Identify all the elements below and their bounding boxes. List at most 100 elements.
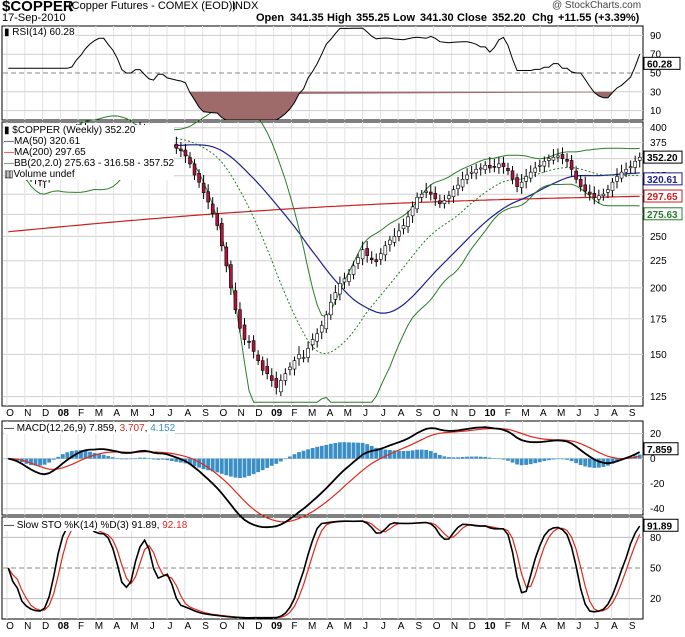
- x-axis-label: S: [202, 621, 209, 632]
- macd-histogram-bar: [460, 457, 465, 459]
- macd-tag-label: 7.859: [647, 445, 672, 456]
- rsi-oversold-fill: [189, 91, 613, 120]
- x-axis-label: 10: [484, 408, 496, 419]
- macd-histogram-bar: [337, 442, 342, 459]
- macd-histogram-bar: [510, 458, 515, 463]
- candle-body: [565, 159, 569, 162]
- macd-histogram-bar: [115, 458, 120, 459]
- x-axis-label: 09: [271, 408, 283, 419]
- macd-histogram-bar: [356, 442, 360, 459]
- x-axis-label: 10: [484, 621, 496, 632]
- x-axis-label: 09: [271, 621, 283, 632]
- candle-body: [424, 190, 428, 193]
- rsi-line: [8, 27, 641, 121]
- sto-d-line: [7, 520, 641, 619]
- macd-panel-frame: [1, 420, 644, 516]
- candle-body: [415, 197, 419, 210]
- macd-histogram-bar: [483, 456, 488, 459]
- macd-histogram-bar: [147, 458, 152, 459]
- candle-body: [488, 164, 492, 169]
- macd-histogram-bar: [174, 458, 179, 462]
- macd-histogram-bar: [506, 458, 510, 461]
- x-axis-label: A: [611, 621, 618, 632]
- macd-histogram-bar: [519, 458, 524, 466]
- exchange-label: INDX: [232, 0, 259, 12]
- macd-histogram-bar: [169, 458, 174, 462]
- price-tag-label: 275.63: [647, 210, 678, 221]
- candle-body: [610, 181, 615, 191]
- candle-body: [338, 283, 342, 295]
- high-value: 355.25: [356, 12, 390, 24]
- macd-histogram-bar: [92, 453, 97, 459]
- candle-body: [442, 200, 447, 204]
- candle-body: [179, 148, 183, 152]
- macd-signal-line: [8, 427, 640, 523]
- candle-body: [551, 156, 556, 161]
- x-axis-label: S: [629, 621, 636, 632]
- x-axis-label: O: [433, 408, 441, 419]
- macd-value: 7.859: [89, 423, 115, 434]
- candle-body: [601, 193, 606, 197]
- candle-body: [510, 170, 515, 180]
- low-value: 341.30: [420, 12, 454, 24]
- candle-body: [628, 166, 633, 169]
- macd-histogram-bar: [88, 451, 92, 459]
- macd-label: — MACD(12,26,9) 7.859, 3.707, 4.152: [4, 423, 176, 434]
- close-value: 352.20: [492, 12, 526, 24]
- rsi-panel-frame: [1, 25, 644, 121]
- symbol-description: (Copper Futures - COMEX (EOD)): [68, 0, 237, 12]
- x-axis-label: J: [594, 408, 599, 419]
- bb-upper-line: [7, 102, 640, 318]
- candle-body: [519, 181, 524, 188]
- legend-line-icon: —: [4, 158, 14, 169]
- macd-tick-label: 0: [650, 454, 656, 465]
- close-label: Close: [457, 12, 487, 24]
- candle-body: [388, 239, 392, 245]
- rsi-icon: ▮: [4, 27, 10, 38]
- candle-body: [528, 171, 533, 179]
- macd-histogram-bar: [406, 450, 410, 459]
- macd-tick-label: 20: [650, 429, 662, 440]
- candle-body: [319, 325, 324, 333]
- macd-histogram-bar: [288, 456, 292, 459]
- macd-histogram-bar: [129, 458, 133, 460]
- candle-body: [238, 309, 242, 329]
- macd-histogram-bar: [515, 458, 519, 465]
- macd-histogram-bar: [69, 451, 74, 459]
- candle-body: [351, 265, 356, 275]
- macd-histogram-bar: [487, 457, 492, 459]
- macd-histogram-bar: [219, 458, 224, 474]
- macd-histogram-bar: [433, 452, 438, 459]
- x-axis-label: M: [95, 621, 103, 632]
- x-axis-label: J: [168, 408, 173, 419]
- x-axis-label: N: [237, 408, 244, 419]
- x-axis-label: O: [219, 621, 227, 632]
- candle-body: [406, 216, 410, 227]
- macd-histogram-bar: [492, 458, 497, 459]
- candle-body: [560, 154, 565, 159]
- legend-text: $COPPER (Weekly) 352.20: [12, 125, 136, 136]
- candle-body: [397, 230, 401, 237]
- macd-histogram-bar: [178, 458, 183, 463]
- candle-body: [360, 249, 365, 260]
- macd-histogram-bar: [578, 458, 583, 465]
- macd-histogram-bar: [474, 456, 479, 459]
- macd-histogram-bar: [469, 456, 474, 459]
- sto-tag-label: 91.89: [647, 521, 672, 532]
- bb-middle-line: [7, 135, 640, 355]
- candle-body: [633, 160, 637, 168]
- x-axis-label: J: [594, 621, 599, 632]
- x-axis-label: A: [327, 621, 334, 632]
- x-axis-label: A: [113, 408, 120, 419]
- candle-body: [538, 164, 542, 167]
- x-axis-label: F: [291, 408, 297, 419]
- legend-text: MA(200) 297.65: [14, 147, 86, 158]
- candle-body: [497, 163, 501, 168]
- rsi-tick-label: 10: [650, 106, 662, 117]
- legend-item-ma200: —MA(200) 297.65: [4, 147, 174, 158]
- candle-body: [292, 360, 297, 370]
- rsi-tick-label: 30: [650, 87, 662, 98]
- macd-histogram-bar: [478, 456, 483, 459]
- macd-histogram-bar: [501, 458, 506, 460]
- macd-histogram-bar: [33, 458, 38, 466]
